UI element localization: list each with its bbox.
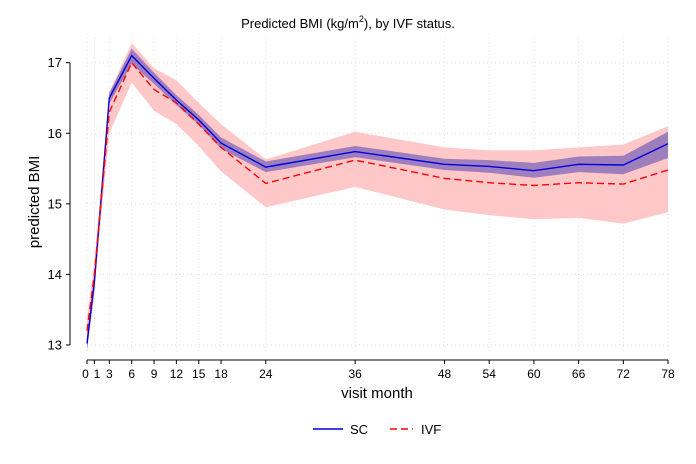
x-tick-label: 48 [438,367,452,381]
y-tick-label: 17 [48,55,62,70]
y-tick-label: 16 [48,126,62,141]
y-tick-label: 14 [48,267,62,282]
x-tick-label: 1 [94,367,101,381]
x-tick-label: 3 [106,367,113,381]
chart-title-text: Predicted BMI (kg/m2), by IVF status. [241,14,455,31]
x-tick-label: 60 [527,367,541,381]
x-tick-label: 66 [572,367,586,381]
x-tick-label: 6 [128,367,135,381]
x-tick-label: 15 [192,367,206,381]
x-tick-label: 12 [170,367,184,381]
chart-title: Predicted BMI (kg/m2), by IVF status. [241,14,455,31]
series-line-ivf [86,61,669,331]
ci-bands [87,42,668,351]
x-tick-label: 0 [82,367,89,381]
series-line-sc [86,54,669,344]
y-tick-label: 13 [48,337,62,352]
y-axis-label: predicted BMI [26,156,43,249]
y-axis-ticks: 13 14 15 16 17 [48,55,70,352]
x-tick-label: 9 [151,367,158,381]
legend: SC IVF [313,422,441,437]
legend-label-sc: SC [350,422,368,437]
legend-label-ivf: IVF [421,422,441,437]
x-axis-ticks: 0 1 3 6 9 12 15 18 24 36 48 54 60 66 72 78 [82,360,675,381]
x-tick-label: 24 [259,367,273,381]
ci-band-ivf [87,42,668,342]
x-tick-label: 36 [348,367,362,381]
x-tick-label: 78 [661,367,675,381]
x-tick-label: 54 [483,367,497,381]
x-tick-label: 18 [214,367,228,381]
x-tick-label: 72 [617,367,631,381]
x-axis-label: visit month [341,385,413,402]
series-lines [86,54,669,344]
y-tick-label: 15 [48,196,62,211]
